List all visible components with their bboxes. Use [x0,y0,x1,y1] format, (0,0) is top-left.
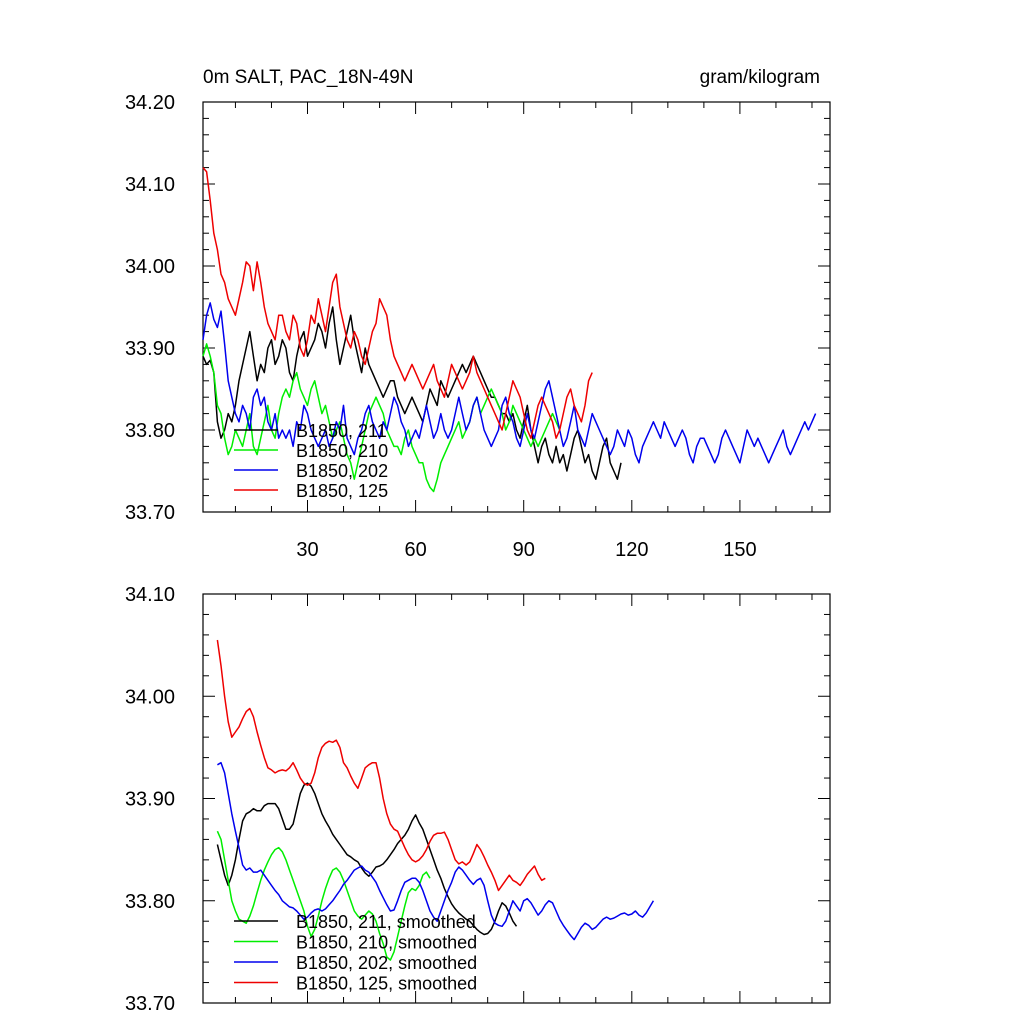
legend-label: B1850, 211 [296,421,387,441]
series-line-1 [216,782,518,936]
legend-label: B1850, 202, smoothed [296,953,477,973]
y-tick-label: 34.20 [125,92,175,114]
series-line-4 [216,639,546,892]
y-tick-label: 33.90 [125,789,175,811]
y-tick-label: 34.10 [125,174,175,196]
y-tick-label: 33.90 [125,338,175,360]
legend-label: B1850, 202 [296,461,388,481]
legend-label: B1850, 125 [296,481,388,501]
panel-1: 0m SALT, PAC_18N-49N gram/kilogram 33.70 33… [125,67,831,561]
y-tick-label: 34.00 [125,256,175,278]
y-tick-label: 33.80 [125,420,175,442]
series-line-1 [202,306,622,480]
x-tick-label: 120 [615,539,648,561]
legend-label: B1850, 125, smoothed [296,974,477,994]
y-tick-label: 33.70 [125,502,175,524]
panel-2: 33.70 33.80 33.90 34.00 34.10 B1850, 211, smo… [125,584,831,1015]
series-line-3 [217,761,655,941]
x-tick-label: 150 [723,539,756,561]
chart-units: gram/kilogram [700,67,820,88]
series-line-4 [202,167,593,439]
y-tick-label: 33.70 [125,993,175,1015]
x-tick-label: 30 [296,539,318,561]
x-tick-label: 90 [513,539,535,561]
series-line-3 [202,302,817,464]
x-tick-label: 60 [404,539,426,561]
plot-frame [202,101,831,513]
y-tick-label: 33.80 [125,891,175,913]
y-tick-label: 34.00 [125,686,175,708]
chart-title: 0m SALT, PAC_18N-49N [203,67,414,88]
legend-label: B1850, 210, smoothed [296,933,477,953]
legend-label: B1850, 211, smoothed [296,912,476,932]
series-line-2 [216,830,431,961]
y-tick-label: 34.10 [125,584,175,606]
legend-label: B1850, 210 [296,441,388,461]
